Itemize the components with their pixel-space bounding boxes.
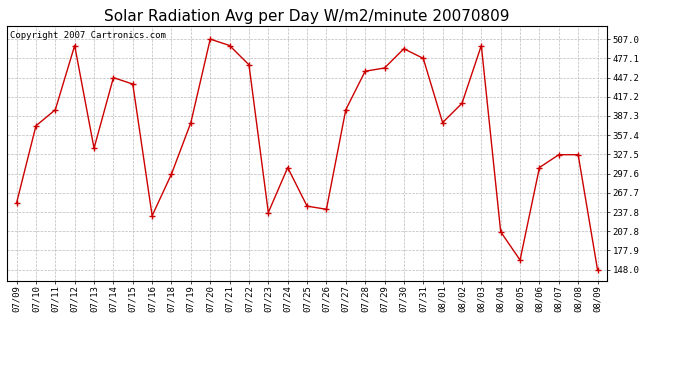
Title: Solar Radiation Avg per Day W/m2/minute 20070809: Solar Radiation Avg per Day W/m2/minute … [104,9,510,24]
Text: Copyright 2007 Cartronics.com: Copyright 2007 Cartronics.com [10,32,166,40]
